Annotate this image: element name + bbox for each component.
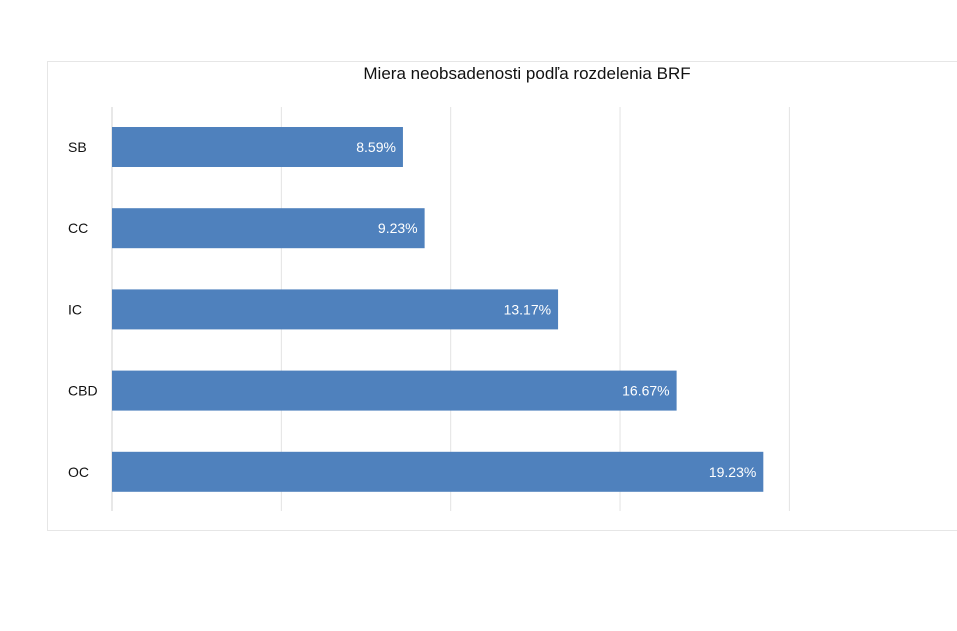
data-label-sb: 8.59% <box>356 139 396 155</box>
category-labels: SB CC IC CBD OC <box>68 139 98 480</box>
bar-cc <box>112 208 425 249</box>
category-label-ic: IC <box>68 301 82 317</box>
bar-oc <box>112 451 764 492</box>
category-label-cc: CC <box>68 220 88 236</box>
bar-ic <box>112 289 559 330</box>
data-label-ic: 13.17% <box>504 301 551 317</box>
category-label-cbd: CBD <box>68 383 98 399</box>
chart-frame <box>47 61 957 531</box>
category-label-sb: SB <box>68 139 87 155</box>
bar-cbd <box>112 370 677 411</box>
data-label-cbd: 16.67% <box>622 383 669 399</box>
category-label-oc: OC <box>68 464 89 480</box>
data-label-oc: 19.23% <box>709 464 756 480</box>
data-label-cc: 9.23% <box>378 220 418 236</box>
chart-title: Miera neobsadenosti podľa rozdelenia BRF <box>363 64 691 83</box>
bar-sb <box>112 127 403 167</box>
bars: 8.59% 9.23% 13.17% 16.67% 19.23% <box>112 127 764 492</box>
